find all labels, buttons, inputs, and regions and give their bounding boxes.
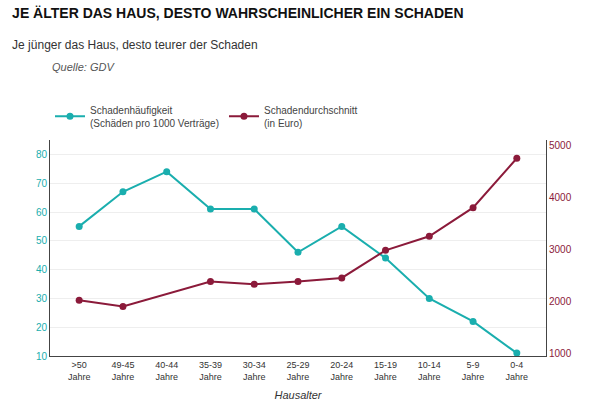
svg-text:49-45Jahre: 49-45Jahre (111, 360, 134, 382)
svg-text:>50Jahre: >50Jahre (68, 360, 91, 382)
svg-text:4000: 4000 (549, 192, 572, 203)
svg-text:25-29Jahre: 25-29Jahre (286, 360, 309, 382)
svg-text:40-44Jahre: 40-44Jahre (155, 360, 178, 382)
svg-text:Hausalter: Hausalter (274, 389, 322, 401)
svg-text:Quelle: GDV: Quelle: GDV (52, 61, 115, 73)
svg-text:35-39Jahre: 35-39Jahre (199, 360, 222, 382)
svg-text:15-19Jahre: 15-19Jahre (374, 360, 397, 382)
svg-text:5-9Jahre: 5-9Jahre (462, 360, 485, 382)
svg-text:30-34Jahre: 30-34Jahre (243, 360, 266, 382)
svg-text:Schadendurchschnitt(in Euro): Schadendurchschnitt(in Euro) (264, 105, 358, 129)
svg-text:80: 80 (36, 149, 48, 160)
svg-text:30: 30 (36, 293, 48, 304)
svg-text:JE ÄLTER DAS HAUS, DESTO WAHRS: JE ÄLTER DAS HAUS, DESTO WAHRSCHEINLICHE… (12, 5, 463, 21)
svg-text:50: 50 (36, 235, 48, 246)
svg-text:5000: 5000 (549, 140, 572, 151)
svg-text:70: 70 (36, 178, 48, 189)
svg-text:40: 40 (36, 264, 48, 275)
svg-text:20-24Jahre: 20-24Jahre (330, 360, 353, 382)
svg-text:60: 60 (36, 207, 48, 218)
svg-text:20: 20 (36, 322, 48, 333)
svg-text:0-4Jahre: 0-4Jahre (506, 360, 529, 382)
svg-text:Je jünger das Haus, desto teur: Je jünger das Haus, desto teurer der Sch… (12, 38, 257, 52)
svg-text:10: 10 (36, 351, 48, 362)
svg-text:Schadenhäufigkeit(Schäden pro: Schadenhäufigkeit(Schäden pro 1000 Vertr… (90, 105, 219, 129)
svg-text:3000: 3000 (549, 244, 572, 255)
svg-text:2000: 2000 (549, 296, 572, 307)
svg-text:1000: 1000 (549, 348, 572, 359)
svg-text:10-14Jahre: 10-14Jahre (418, 360, 441, 382)
